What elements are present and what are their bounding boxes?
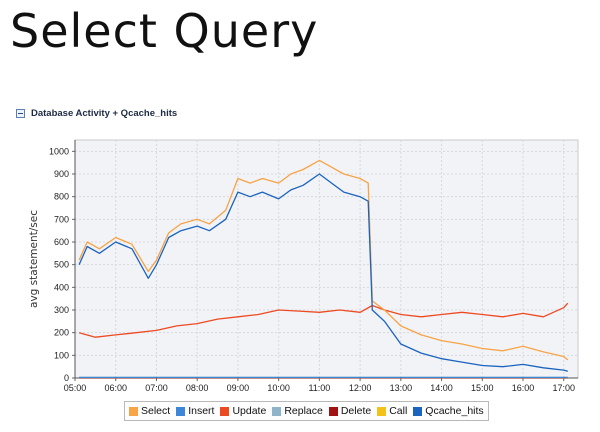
chart-legend: Select Insert Update Replace Delete Call Qcach…: [124, 401, 489, 421]
y-tick-label: 700: [54, 214, 69, 224]
legend-item-update[interactable]: Update: [220, 405, 266, 417]
legend-label: Replace: [284, 405, 323, 417]
legend-swatch: [129, 406, 138, 416]
y-tick-label: 1000: [49, 146, 69, 156]
x-tick-label: 05:00: [64, 383, 87, 393]
legend-label: Insert: [188, 405, 215, 417]
y-tick-label: 900: [54, 169, 69, 179]
x-tick-label: 13:00: [390, 383, 413, 393]
legend-item-replace[interactable]: Replace: [272, 405, 323, 417]
legend-label: Select: [141, 405, 171, 417]
legend-item-qcache-hits[interactable]: Qcache_hits: [413, 405, 484, 417]
legend-swatch: [377, 406, 387, 416]
y-tick-label: 400: [54, 282, 69, 292]
y-tick-label: 300: [54, 305, 69, 315]
legend-swatch: [328, 406, 338, 416]
y-tick-label: 600: [54, 237, 69, 247]
legend-item-insert[interactable]: Insert: [176, 405, 214, 417]
x-tick-label: 07:00: [145, 383, 168, 393]
legend-label: Delete: [340, 405, 372, 417]
y-axis-label: avg statement/sec: [28, 210, 40, 308]
y-tick-label: 100: [54, 350, 69, 360]
y-tick-label: 800: [54, 192, 69, 202]
panel-title: Database Activity + Qcache_hits: [31, 107, 178, 119]
legend-swatch: [413, 406, 423, 416]
legend-label: Qcache_hits: [425, 405, 484, 417]
legend-label: Update: [232, 405, 267, 417]
collapse-icon[interactable]: [16, 108, 25, 118]
legend-item-delete[interactable]: Delete: [328, 405, 372, 417]
plot-area: [74, 139, 579, 379]
series-line-select: [78, 159, 569, 361]
y-tick-label: 0: [64, 373, 69, 383]
x-tick-label: 09:00: [227, 383, 250, 393]
x-tick-label: 11:00: [308, 383, 330, 393]
x-tick-label: 10:00: [267, 383, 290, 393]
x-tick-label: 15:00: [471, 383, 494, 393]
x-tick-label: 08:00: [186, 383, 209, 393]
panel-header: Database Activity + Qcache_hits: [16, 106, 177, 120]
legend-item-select[interactable]: Select: [129, 405, 170, 417]
x-tick-label: 17:00: [552, 383, 575, 393]
y-tick-label: 500: [54, 260, 69, 270]
x-tick-label: 16:00: [512, 383, 535, 393]
x-tick-label: 14:00: [430, 383, 453, 393]
legend-label: Call: [389, 405, 408, 417]
x-tick-label: 12:00: [349, 383, 372, 393]
series-line-update: [78, 302, 569, 338]
slide-title: Select Query: [10, 4, 319, 58]
legend-item-call[interactable]: Call: [377, 405, 407, 417]
y-tick-label: 200: [54, 328, 69, 338]
series-line-qcache-hits: [78, 173, 568, 372]
x-tick-label: 06:00: [104, 383, 127, 393]
legend-swatch: [220, 406, 230, 416]
legend-swatch: [176, 406, 186, 416]
legend-swatch: [272, 406, 282, 416]
